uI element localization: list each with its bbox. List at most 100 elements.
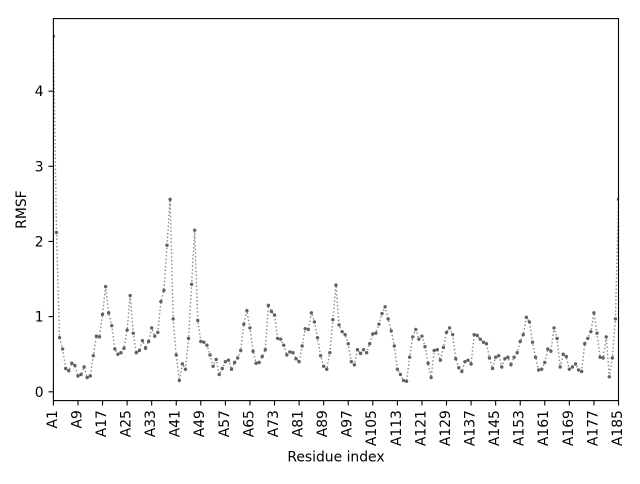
data-point-marker [349,360,354,364]
data-point-marker [229,367,234,371]
data-point-marker [297,360,301,364]
data-point-marker [88,374,92,378]
data-point-marker [278,337,283,341]
data-point-marker [368,341,372,346]
data-point-marker [414,327,418,332]
data-point-marker [543,360,547,365]
data-point-marker [70,361,74,365]
data-point-marker [235,356,240,360]
x-tick-label: A137 [462,410,478,446]
data-point-marker [490,366,495,371]
data-point-marker [530,340,535,344]
axes-spines [52,18,620,402]
x-tick-label: A73 [266,410,282,437]
data-point-marker [371,332,375,336]
data-point-marker [506,355,510,359]
data-point-marker [285,353,289,357]
data-point-marker [272,313,277,317]
data-point-marker [527,320,532,324]
x-tick-label: A65 [241,410,257,437]
data-point-marker [515,351,519,355]
data-point-marker [325,367,329,371]
data-point-marker [128,293,132,298]
x-tick-label: A177 [585,410,601,446]
data-point-marker [404,379,409,383]
data-point-marker [242,322,246,326]
data-point-marker [398,372,403,377]
data-point-marker [579,369,584,374]
data-point-marker [153,334,157,338]
data-point-marker [586,336,590,341]
x-tick-label: A49 [192,410,208,437]
x-tick-label: A1 [45,410,61,428]
data-point-marker [137,348,142,353]
data-point-marker [248,326,252,330]
data-point-marker [202,340,206,344]
x-tick-label: A57 [217,410,233,437]
x-tick-label: A169 [561,410,577,446]
data-point-marker [85,375,89,380]
data-point-marker [472,332,476,337]
data-point-marker [309,311,314,315]
data-point-marker [106,311,111,315]
data-point-marker [328,351,332,355]
data-point-marker [555,336,559,341]
data-point-marker [321,364,326,368]
data-point-marker [401,378,406,383]
data-point-marker [429,375,433,380]
data-point-marker [282,343,286,347]
data-point-marker [420,334,424,338]
y-tick-label: 3 [35,159,44,175]
data-point-marker [558,365,562,369]
y-tick-label: 4 [35,84,44,100]
data-point-marker [426,361,430,365]
data-point-marker [552,326,556,330]
data-point-marker [143,346,148,350]
data-point-marker [576,368,581,372]
data-point-marker [165,243,169,247]
data-point-marker [432,348,436,353]
y-tick-label: 1 [35,310,44,326]
y-tick-label: 2 [35,234,44,250]
data-point-marker [57,335,62,340]
x-tick-label: A9 [69,410,85,428]
x-tick-label: A129 [438,410,454,446]
data-point-marker [460,369,464,374]
data-point-marker [441,345,446,350]
data-point-marker [613,317,618,321]
data-point-marker [149,326,154,330]
data-point-marker [447,326,452,330]
data-point-marker [607,375,611,379]
data-point-marker [389,329,393,333]
x-tick-label: A145 [487,410,503,446]
data-point-marker [269,309,274,314]
x-tick-label: A33 [143,410,159,437]
data-point-marker [355,348,360,352]
data-point-marker [226,358,231,362]
data-point-marker [266,303,271,308]
data-point-marker [82,365,86,369]
data-point-marker [364,351,369,355]
data-point-marker [125,328,129,332]
data-point-marker [417,337,421,341]
data-point-marker [411,335,415,339]
data-point-marker [103,284,108,289]
data-point-marker [573,362,578,366]
data-point-marker [546,347,550,351]
data-point-marker [561,352,565,356]
data-point-marker [159,299,163,304]
data-point-marker [177,378,182,383]
data-point-marker [291,351,295,355]
data-point-marker [509,363,513,367]
data-point-marker [337,323,341,327]
y-axis: 0 1 2 3 4 [35,84,54,401]
x-tick-label: A105 [364,410,380,446]
x-tick-label: A97 [340,410,356,437]
data-point-marker [306,327,311,332]
data-point-marker [493,355,498,359]
data-point-marker [146,339,151,344]
data-point-marker [450,332,455,337]
data-point-marker [260,354,264,359]
data-point-marker [217,372,221,377]
